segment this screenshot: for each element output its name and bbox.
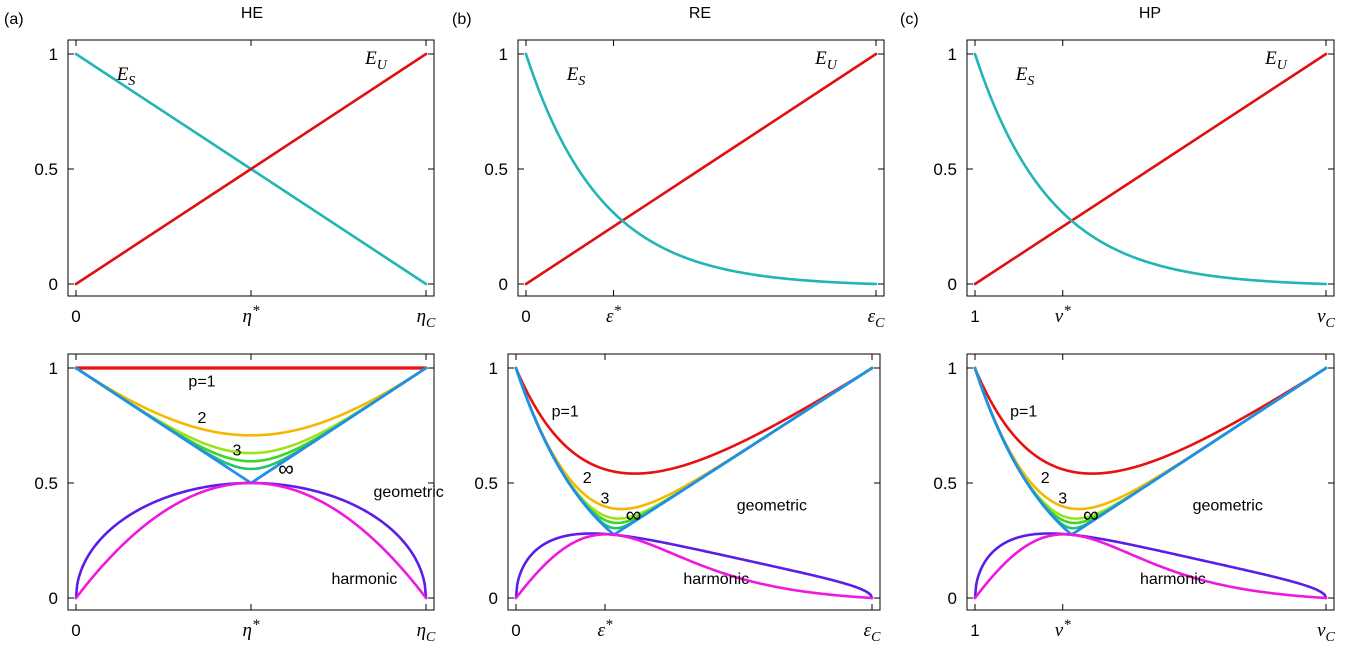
- x-tick-label: νC: [1317, 620, 1335, 645]
- curves: [74, 52, 1328, 600]
- x-tick-label: εC: [864, 620, 882, 645]
- x-tick-label: νC: [1317, 306, 1335, 331]
- es-label: ES: [116, 64, 136, 89]
- panel-letter-c: (c): [900, 11, 919, 28]
- y-tick-label: 0: [948, 275, 957, 294]
- label-p2: 2: [198, 410, 207, 427]
- label-p2: 2: [583, 470, 592, 487]
- es-label: ES: [1015, 64, 1035, 89]
- curve-p3: [514, 366, 874, 520]
- x-tick-label: ηC: [417, 306, 436, 331]
- curve-p3: [973, 366, 1328, 520]
- eu-line: [74, 52, 428, 286]
- x-tick-label: ηC: [417, 620, 436, 645]
- x-tick-label: η*: [243, 617, 260, 641]
- x-tick-label: ε*: [606, 303, 622, 327]
- plot-frame: [507, 353, 881, 611]
- curve-p2: [973, 366, 1328, 511]
- x-tick-label: 1: [970, 621, 979, 640]
- panel-letter-b: (b): [452, 11, 472, 28]
- curve-harmonic: [74, 481, 428, 600]
- y-tick-label: 0.5: [933, 474, 957, 493]
- y-tick-label: 0.5: [34, 474, 58, 493]
- label-p1: p=1: [1010, 403, 1037, 420]
- curve-pinf: [514, 366, 874, 536]
- labels: (a) HE (b) RE (c) HP 00.510 η* ηCESEU00.51…: [4, 5, 1336, 645]
- plot-frame: [517, 39, 885, 297]
- es-label: ES: [566, 64, 586, 89]
- curve-geometric: [514, 532, 874, 600]
- es-line: [524, 52, 878, 286]
- x-tick-label: 0: [521, 307, 530, 326]
- eu-label: EU: [364, 48, 388, 73]
- y-tick-label: 1: [49, 45, 58, 64]
- y-tick-label: 0: [49, 589, 58, 608]
- eu-line: [524, 52, 878, 286]
- curve-harmonic: [973, 533, 1328, 600]
- curve-pinf: [74, 366, 428, 485]
- label-p3: 3: [601, 491, 610, 508]
- curve-p2: [514, 366, 874, 511]
- label-p1: p=1: [188, 373, 215, 390]
- curve-geometric: [973, 532, 1328, 600]
- y-tick-label: 0: [499, 275, 508, 294]
- x-tick-label: 1: [970, 307, 979, 326]
- y-tick-label: 0: [49, 275, 58, 294]
- curve-p3: [74, 366, 428, 455]
- panel-title-c: HP: [1139, 5, 1161, 22]
- y-tick-label: 0.5: [933, 160, 957, 179]
- x-tick-label: ν*: [1055, 303, 1071, 327]
- y-tick-label: 1: [499, 45, 508, 64]
- eu-label: EU: [1264, 48, 1288, 73]
- label-pinf: ∞: [626, 502, 642, 527]
- y-tick-label: 1: [948, 45, 957, 64]
- y-tick-label: 0.5: [34, 160, 58, 179]
- label-p2: 2: [1041, 470, 1050, 487]
- label-p3: 3: [233, 442, 242, 459]
- y-tick-label: 0: [489, 589, 498, 608]
- plot-frame: [966, 39, 1335, 297]
- x-tick-label: ε*: [598, 617, 614, 641]
- eu-label: EU: [814, 48, 838, 73]
- x-tick-label: η*: [243, 303, 260, 327]
- label-geometric: geometric: [1193, 498, 1263, 515]
- curve-p4: [973, 366, 1328, 525]
- panel-frames: [67, 39, 1335, 611]
- es-line: [973, 52, 1328, 286]
- panel-title-a: HE: [241, 5, 263, 22]
- label-p1: p=1: [552, 403, 579, 420]
- x-tick-label: 0: [71, 307, 80, 326]
- curve-p1: [973, 366, 1328, 475]
- curve-harmonic: [514, 533, 874, 600]
- label-pinf: ∞: [1083, 502, 1099, 527]
- y-tick-label: 0.5: [484, 160, 508, 179]
- label-pinf: ∞: [278, 456, 294, 481]
- panel-title-b: RE: [689, 5, 711, 22]
- curve-p2: [74, 366, 428, 437]
- label-harmonic: harmonic: [683, 571, 749, 588]
- y-tick-label: 1: [49, 359, 58, 378]
- panel-letter-a: (a): [4, 11, 24, 28]
- curve-p4: [74, 366, 428, 463]
- y-tick-label: 0: [948, 589, 957, 608]
- label-geometric: geometric: [374, 484, 444, 501]
- curve-pinf: [973, 366, 1328, 536]
- x-tick-label: εC: [868, 306, 886, 331]
- curve-p4: [514, 366, 874, 525]
- y-tick-label: 1: [489, 359, 498, 378]
- x-tick-label: 0: [511, 621, 520, 640]
- label-harmonic: harmonic: [332, 571, 398, 588]
- y-tick-label: 1: [948, 359, 957, 378]
- x-tick-label: ν*: [1055, 617, 1071, 641]
- curve-p1: [514, 366, 874, 475]
- label-geometric: geometric: [737, 498, 807, 515]
- y-tick-label: 0.5: [474, 474, 498, 493]
- x-tick-label: 0: [71, 621, 80, 640]
- label-p3: 3: [1058, 491, 1067, 508]
- eu-line: [973, 52, 1328, 286]
- plot-frame: [966, 353, 1335, 611]
- label-harmonic: harmonic: [1140, 571, 1206, 588]
